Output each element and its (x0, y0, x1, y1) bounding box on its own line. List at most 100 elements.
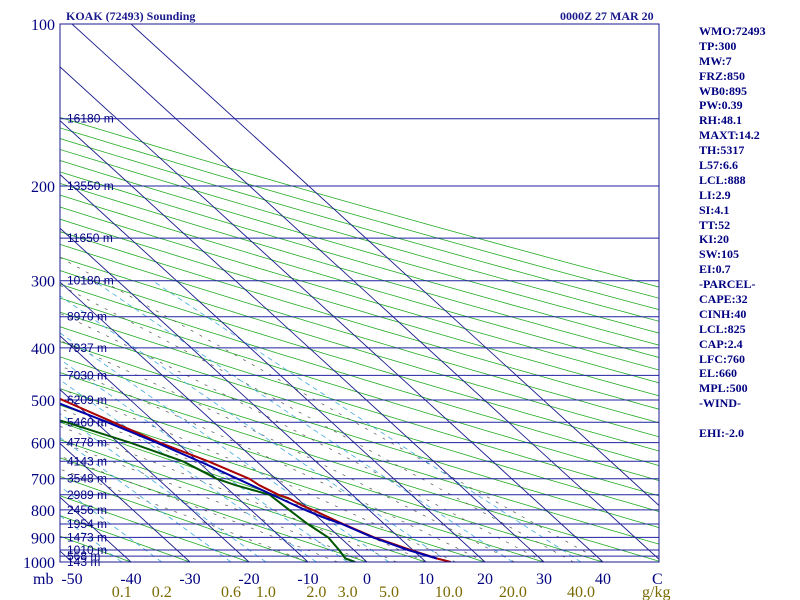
height-label: 4143 m (67, 454, 107, 468)
sounding-index-item: L57:6.6 (699, 158, 738, 173)
height-label: 1954 m (67, 517, 107, 531)
temperature-tick-label: 40 (595, 571, 611, 588)
sounding-index-item: EL:660 (699, 366, 738, 381)
height-label: 11650 m (67, 231, 113, 245)
sounding-index-item: LCL:888 (699, 172, 746, 187)
mixing-ratio-line (60, 515, 122, 562)
sounding-index-item: TT:52 (699, 217, 731, 232)
mixing-ratio-tick-label: 0.6 (221, 584, 241, 600)
pressure-tick-label: 800 (31, 503, 55, 520)
sounding-index-item: SW:105 (699, 247, 740, 262)
sounding-time: 0000Z 27 MAR 20 (560, 9, 654, 23)
mixing-ratio-tick-label: 40.0 (567, 584, 595, 600)
height-label: 6209 m (67, 393, 107, 407)
plot-background (60, 24, 659, 562)
temperature-tick-label: 0 (363, 571, 371, 588)
isotherm-line (60, 227, 427, 562)
temperature-tick-label: -50 (61, 571, 82, 588)
isotherm-line (60, 173, 486, 562)
pressure-tick-label: 200 (31, 179, 55, 196)
height-label: 2456 m (67, 503, 107, 517)
sounding-index-item: LFC:760 (699, 351, 745, 366)
pressure-tick-label: 300 (31, 274, 55, 291)
height-label: 13550 m (67, 179, 114, 193)
sounding-index-item: -WIND- (699, 396, 741, 411)
sounding-index-item: EI:0.7 (699, 262, 731, 277)
mixing-ratio-tick-label: 0.2 (152, 584, 172, 600)
mixing-ratio-line (60, 486, 163, 562)
sounding-index-item: TH:5317 (699, 143, 745, 158)
mixing-ratio-tick-label: 5.0 (379, 584, 399, 600)
sounding-index-item: EHI:-2.0 (699, 426, 744, 441)
sounding-index-item: CAPE:32 (699, 292, 748, 307)
sounding-index-item: WB0:895 (699, 83, 747, 98)
isotherm-line (130, 24, 659, 507)
pressure-tick-label: 400 (31, 341, 55, 358)
isotherms (0, 24, 659, 562)
mixing-ratio-tick-label: 2.0 (306, 584, 326, 600)
height-label: 3548 m (67, 472, 107, 486)
pressure-tick-label: 100 (31, 17, 55, 34)
series-dewpoint-line (60, 419, 356, 562)
mixing-ratio-axis: 0.1 0.2 0.6 1.0 2.0 3.0 5.0 10.0 20.0 40.0 (112, 584, 595, 600)
isotherm-line (60, 442, 191, 562)
temperature-axis: -50 -40 -30 -20 -10 0 10 20 30 40 (61, 571, 611, 588)
mixing-ratio-tick-label: 20.0 (499, 584, 527, 600)
sounding-index-item: WMO:72493 (699, 24, 766, 38)
sounding-indices: WMO:72493 TP:300 MW:7 FRZ:850 WB0:895 PW:0.39… (699, 24, 766, 441)
pressure-tick-label: 500 (31, 393, 55, 410)
height-label: 2989 m (67, 488, 107, 502)
height-label: 4778 m (67, 436, 107, 450)
sounding-index-item: PW:0.39 (699, 98, 743, 113)
sounding-index-item: TP:300 (699, 38, 737, 53)
height-label: 16180 m (67, 112, 114, 126)
sounding-index-item: MAXT:14.2 (699, 128, 760, 143)
pressure-tick-label: 900 (31, 530, 55, 547)
pressure-tick-label: 1000 (23, 555, 55, 572)
height-label: 7937 m (67, 341, 107, 355)
sounding-index-item: LCL:825 (699, 321, 746, 336)
pressure-axis: 100 200 300 400 500 600 700 800 900 1000 (23, 17, 55, 572)
sounding-index-item: CINH:40 (699, 306, 747, 321)
sounding-index-item: CAP:2.4 (699, 336, 743, 351)
mixing-ratio-line (60, 295, 449, 562)
mixing-ratio-tick-label: 3.0 (338, 584, 358, 600)
height-label: 10180 m (67, 274, 114, 288)
temperature-tick-label: -40 (120, 571, 141, 588)
sounding-index-item: -PARCEL- (699, 277, 756, 292)
height-label: 7030 m (67, 368, 107, 382)
pressure-unit-label: mb (33, 571, 53, 588)
sounding-index-item: RH:48.1 (699, 113, 742, 128)
sounding-index-item: LI:2.9 (699, 187, 731, 202)
temperature-tick-label: -20 (238, 571, 259, 588)
isotherm-line (60, 281, 368, 562)
station-title: KOAK (72493) Sounding (66, 9, 196, 23)
isotherm-line (0, 24, 13, 562)
pressure-tick-label: 600 (31, 436, 55, 453)
height-label: 1010 m (67, 543, 107, 557)
moist-adiabat-line (60, 455, 338, 562)
height-label: 568 m (67, 549, 100, 563)
temperature-tick-label: -10 (297, 571, 318, 588)
isotherm-line (60, 389, 250, 562)
pressure-tick-label: 700 (31, 472, 55, 489)
series-parcel-line (60, 402, 438, 560)
sounding-index-item: KI:20 (699, 232, 729, 247)
isotherm-line (60, 120, 545, 562)
sounding-index-item: MPL:500 (699, 381, 748, 396)
sounding-index-item: MW:7 (699, 53, 732, 68)
mixing-ratio-tick-label: 0.1 (112, 584, 132, 600)
temperature-tick-label: 20 (477, 571, 493, 588)
temperature-tick-label: 30 (536, 571, 552, 588)
plot-frame (59, 23, 660, 563)
moist-adiabat-line (60, 312, 545, 562)
height-label: 1473 m (67, 530, 107, 544)
isotherm-line (71, 24, 659, 560)
mixing-ratio-tick-label: 10.0 (435, 584, 463, 600)
temperature-unit-label: C (652, 571, 663, 588)
mixing-ratio-tick-label: 1.0 (256, 584, 276, 600)
isotherm-line (60, 335, 309, 562)
height-label: 8970 m (67, 310, 107, 324)
